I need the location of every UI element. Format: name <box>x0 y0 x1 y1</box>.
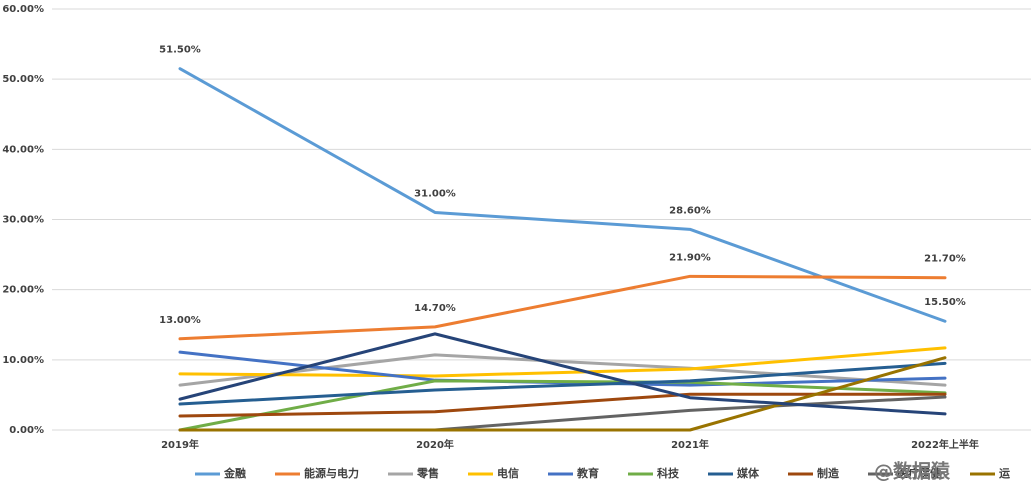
x-tick-label: 2021年 <box>671 438 709 451</box>
y-tick-label: 10.00% <box>2 355 44 366</box>
y-tick-label: 40.00% <box>2 144 44 155</box>
series-line <box>178 361 947 406</box>
watermark: @数据猿 <box>874 460 951 483</box>
y-tick-label: 50.00% <box>2 74 44 85</box>
data-label: 28.60% <box>669 205 711 216</box>
legend-label: 能源与电力 <box>304 466 359 480</box>
data-label: 51.50% <box>159 45 201 56</box>
legend-label: 医疗保健 <box>897 466 942 480</box>
legend-label: 教育 <box>576 466 599 480</box>
series-line <box>178 356 947 432</box>
x-tick-label: 2022年上半年 <box>911 438 979 451</box>
legend-label: 运 <box>999 467 1010 480</box>
legend-label: 媒体 <box>736 466 760 480</box>
x-tick-label: 2020年 <box>416 438 454 451</box>
y-tick-label: 60.00% <box>2 4 44 15</box>
data-label: 21.70% <box>924 254 966 265</box>
series-line <box>178 67 947 323</box>
data-label: 14.70% <box>414 303 456 314</box>
y-tick-label: 20.00% <box>2 285 44 296</box>
y-tick-label: 30.00% <box>2 215 44 226</box>
data-label: 13.00% <box>159 315 201 326</box>
data-label: 31.00% <box>414 188 456 199</box>
legend-label: 制造 <box>817 466 840 480</box>
series-line <box>178 346 947 378</box>
x-tick-label: 2019年 <box>161 438 199 451</box>
series-line <box>178 332 947 416</box>
series-line <box>178 353 947 387</box>
legend-label: 金融 <box>223 466 246 480</box>
y-tick-label: 0.00% <box>9 425 44 436</box>
legend-label: 电信 <box>497 466 519 480</box>
legend-label: 零售 <box>416 466 439 480</box>
series-line <box>178 379 947 432</box>
series-line <box>178 274 947 341</box>
legend-label: 科技 <box>657 466 680 480</box>
data-label: 21.90% <box>669 252 711 263</box>
data-label: 15.50% <box>924 297 966 308</box>
